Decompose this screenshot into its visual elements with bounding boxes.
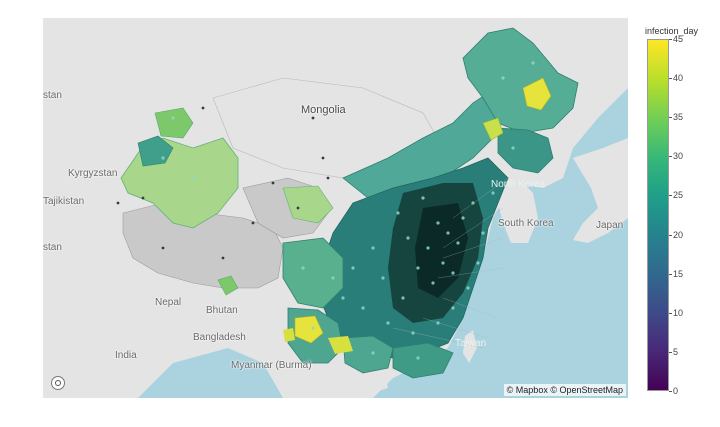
eastern-china-darkest xyxy=(415,203,468,298)
map-attribution[interactable]: © Mapbox © OpenStreetMap xyxy=(503,384,626,396)
colorbar-tick-label: 40 xyxy=(673,73,684,84)
japan-landmass xyxy=(573,138,628,243)
heilongjiang-region xyxy=(462,27,579,134)
colorbar-tick-mark xyxy=(669,195,672,197)
jilin-region xyxy=(497,127,554,174)
gansu-strip xyxy=(282,185,334,224)
map-panel[interactable]: stan Mongolia Kyrgyzstan Tajikistan stan… xyxy=(43,18,628,398)
colorbar-tick-label: 15 xyxy=(673,268,684,279)
colorbar-tick-label: 5 xyxy=(673,346,679,357)
inactive-markers xyxy=(116,106,330,260)
colorbar-tick-label: 25 xyxy=(673,190,684,201)
yellow-patch-yunnan2 xyxy=(283,328,295,342)
yellow-patch-guangxi xyxy=(328,336,353,354)
sichuan-region xyxy=(282,237,344,309)
colorbar xyxy=(647,39,669,391)
xinjiang-north xyxy=(154,107,194,139)
colorbar-tick-label: 10 xyxy=(673,307,684,318)
colorbar-tick-mark xyxy=(669,312,672,314)
colorbar-tick-mark xyxy=(669,351,672,353)
colorbar-tick-mark xyxy=(669,156,672,158)
guangdong-region xyxy=(392,342,454,379)
colorbar-tick-mark xyxy=(669,78,672,80)
colorbar-tick-label: 30 xyxy=(673,151,684,162)
tibet-green-patch xyxy=(217,275,239,296)
yellow-patch-nc xyxy=(482,117,504,141)
colorbar-tick-mark xyxy=(669,234,672,236)
bay-of-bengal xyxy=(138,348,283,398)
hainan-landmass xyxy=(371,376,388,392)
yellow-patch-yunnan xyxy=(294,315,324,344)
yellow-patch-ne xyxy=(522,77,552,111)
colorbar-tick-mark xyxy=(669,391,672,392)
colorbar-tick-label: 35 xyxy=(673,112,684,123)
region-markers xyxy=(161,61,535,360)
guangxi-region xyxy=(342,335,394,374)
colorbar-tick-mark xyxy=(669,117,672,119)
colorbar-tick-mark xyxy=(669,39,672,40)
taiwan-landmass xyxy=(463,330,477,363)
china-choropleth-map[interactable] xyxy=(43,18,628,398)
korea-peninsula xyxy=(498,178,538,243)
connection-lines xyxy=(392,177,509,349)
colorbar-tick-mark xyxy=(669,273,672,275)
mapbox-logo-icon[interactable] xyxy=(51,376,65,390)
colorbar-tick-label: 20 xyxy=(673,229,684,240)
colorbar-title: infection_day xyxy=(645,26,699,36)
colorbar-tick-label: 45 xyxy=(673,34,684,44)
colorbar-tick-label: 0 xyxy=(673,386,679,396)
